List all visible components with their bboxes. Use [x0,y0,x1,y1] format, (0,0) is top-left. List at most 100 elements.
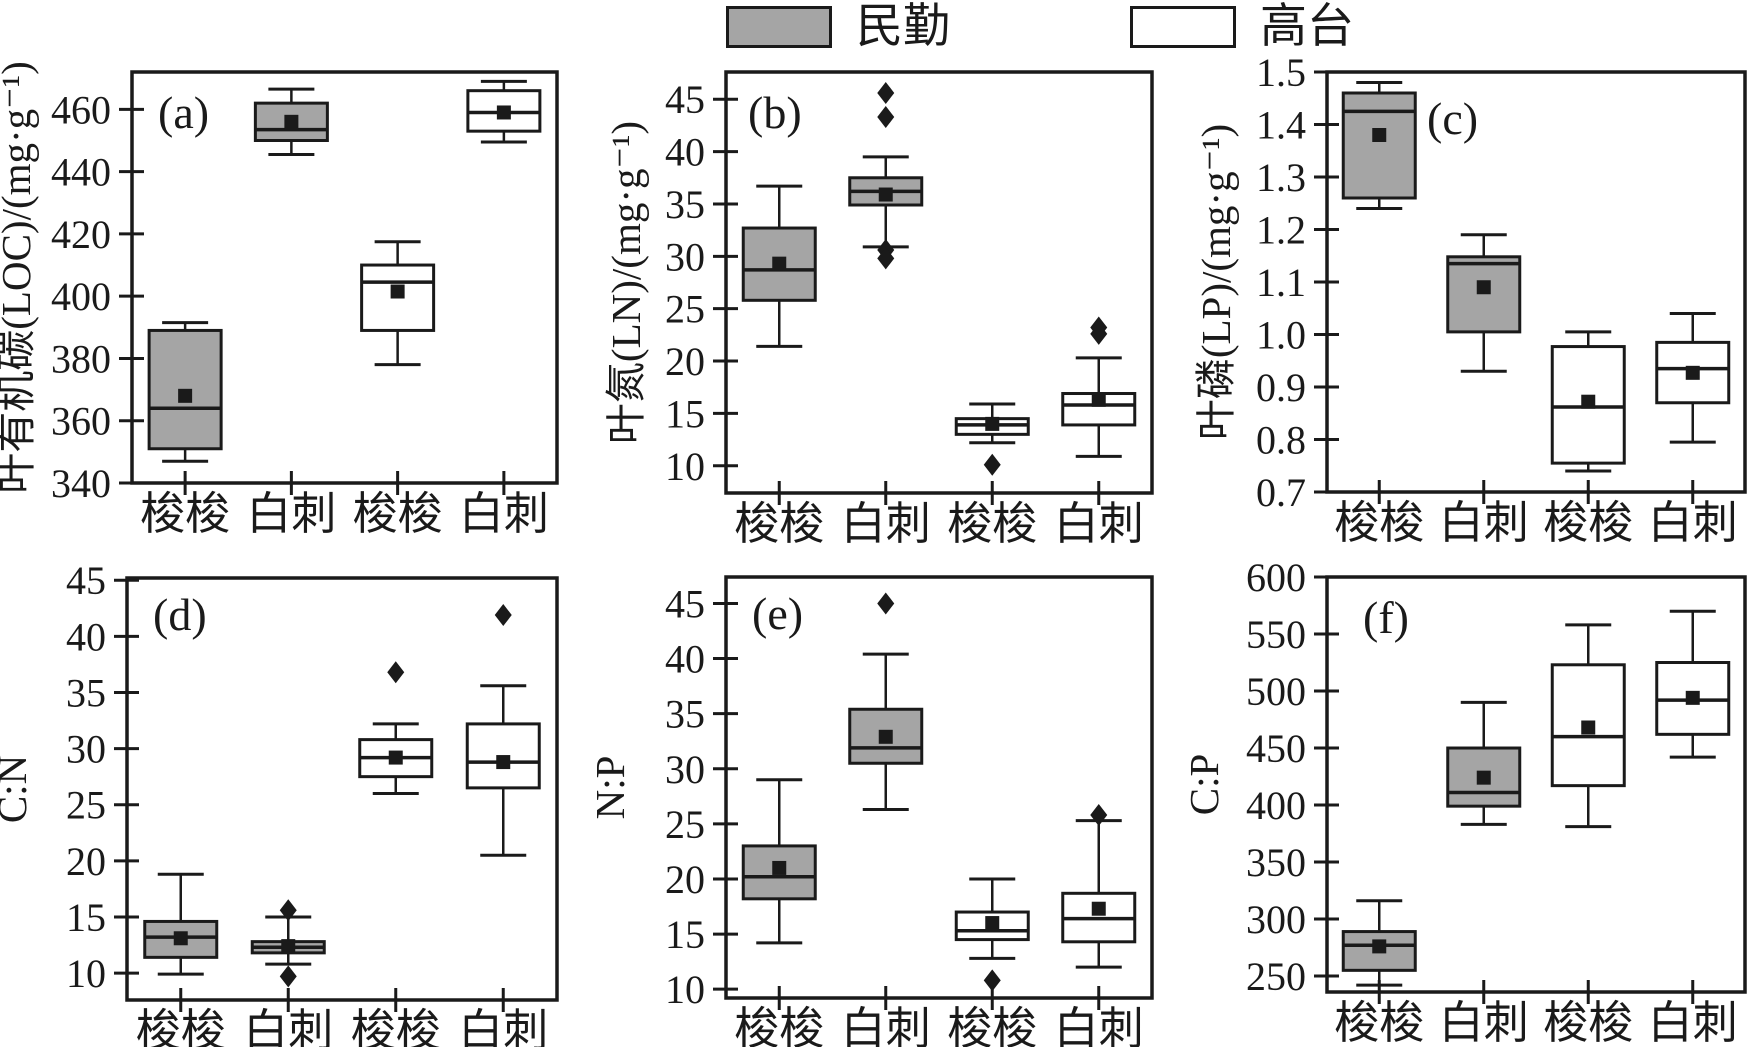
y-tick-label: 450 [1246,726,1306,771]
panel-label: (a) [158,87,209,138]
x-category-label: 梭梭 [947,1004,1037,1047]
mean-marker [1685,690,1700,705]
legend-label-gaotai: 高台 [1260,1,1354,53]
y-tick-label: 40 [66,614,106,659]
mean-marker [1372,939,1387,954]
y-tick-label: 460 [51,87,111,132]
mean-marker [1476,770,1491,785]
mean-marker [496,755,511,770]
y-axis-label: 叶氮(LN)/(mg·g⁻¹) [603,121,649,444]
y-tick-label: 35 [66,670,106,715]
x-category-label: 白刺 [243,1006,333,1047]
subplot-f: 250 300 350 400 450 500 550 600 梭梭 白刺 梭梭 白刺 C:P (f) [1168,535,1753,1047]
y-tick-label: 360 [51,399,111,444]
outlier-marker [877,247,895,270]
y-tick-label: 1.2 [1256,208,1306,253]
y-tick-label: 550 [1246,612,1306,657]
outlier-marker [279,899,297,922]
mean-marker [878,187,893,202]
box-plot-高台-白刺 [1061,804,1137,969]
y-tick-label: 600 [1246,555,1306,600]
legend-item-minqin: 民勤 [726,2,950,52]
outlier-marker [877,592,895,615]
y-tick-label: 45 [665,581,705,626]
y-tick-label: 0.9 [1256,365,1306,410]
outlier-marker [983,969,1001,992]
y-tick-label: 35 [665,182,705,227]
y-tick-label: 10 [665,967,705,1012]
y-tick-label: 20 [66,839,106,884]
plot-frame [125,576,559,1002]
mean-marker [1372,128,1387,142]
outlier-marker [1090,322,1108,345]
y-tick-label: 300 [1246,897,1306,942]
legend: 民勤 高台 [726,2,1354,52]
y-tick-label: 1.5 [1256,50,1306,95]
y-tick-label: 350 [1246,840,1306,885]
y-axis-label: C:P [1181,754,1227,816]
x-category-label: 白刺 [1439,998,1529,1047]
y-tick-label: 500 [1246,669,1306,714]
mean-marker [388,750,403,765]
mean-marker [985,916,1000,931]
box-plot-民勤-梭梭 [143,872,219,976]
y-axis-label: 叶有机碳(LOC)/(mg·g⁻¹) [0,61,39,493]
y-tick-label: 25 [665,287,705,332]
x-category-label: 梭梭 [1334,498,1424,548]
box-plot-民勤-白刺 [1446,233,1522,373]
mean-marker [281,939,296,954]
y-tick-label: 1.3 [1256,155,1306,200]
plot-frame [130,70,559,485]
y-tick-label: 25 [66,783,106,828]
mean-marker [1476,280,1491,295]
panel-label: (f) [1363,592,1409,643]
y-tick-label: 1.1 [1256,260,1306,305]
y-tick-label: 10 [665,444,705,489]
outlier-marker [983,453,1001,476]
box-plot-民勤-梭梭 [1341,899,1417,987]
mean-marker [985,416,1000,431]
subplot-d: 10 15 20 25 30 35 40 45 梭梭 白刺 梭梭 白刺 C:N (d) [0,535,584,1047]
x-category-label: 梭梭 [734,1004,824,1047]
y-tick-label: 35 [665,692,705,737]
legend-item-gaotai: 高台 [1130,2,1354,52]
box-plot-民勤-梭梭 [741,778,817,945]
mean-marker [1685,365,1700,380]
y-tick-label: 40 [665,637,705,682]
subplot-a: 340 360 380 400 420 440 460 梭梭 白刺 梭梭 白刺 叶有机碳(LOC)/(… [0,52,584,539]
box-plot-高台-梭梭 [360,240,436,367]
x-category-label: 白刺 [1648,498,1738,548]
x-category-label: 白刺 [1054,1004,1144,1047]
y-tick-label: 340 [51,461,111,506]
subplot-e: 10 15 20 25 30 35 40 45 梭梭 白刺 梭梭 白刺 N:P (e) [584,535,1168,1047]
y-tick-label: 30 [665,234,705,279]
plot-frame [724,575,1154,1000]
box-plot-民勤-梭梭 [741,184,817,348]
y-tick-label: 45 [66,558,106,603]
mean-marker [1091,901,1106,916]
plot-frame [1325,575,1747,994]
box-plot-民勤-白刺 [1446,700,1522,826]
plot-frame [724,70,1154,495]
panel-label: (e) [752,588,803,639]
outlier-marker [877,106,895,129]
box-plot-民勤-梭梭 [1341,81,1417,210]
outlier-marker [494,604,512,627]
subplot-c-svg: 0.70.80.91.01.11.21.31.41.5梭梭 白刺 梭梭 白刺叶磷(LP… [1193,50,1747,548]
box-plot-高台-白刺 [1061,316,1137,458]
x-category-label: 梭梭 [351,1006,441,1047]
x-category-label: 梭梭 [1334,998,1424,1047]
y-tick-label: 30 [665,747,705,792]
y-tick-label: 250 [1246,954,1306,999]
y-tick-label: 0.8 [1256,418,1306,463]
panel-label: (b) [748,87,802,138]
mean-marker [178,388,193,403]
y-tick-label: 440 [51,150,111,195]
y-tick-label: 20 [665,857,705,902]
x-category-label: 白刺 [1054,499,1144,549]
